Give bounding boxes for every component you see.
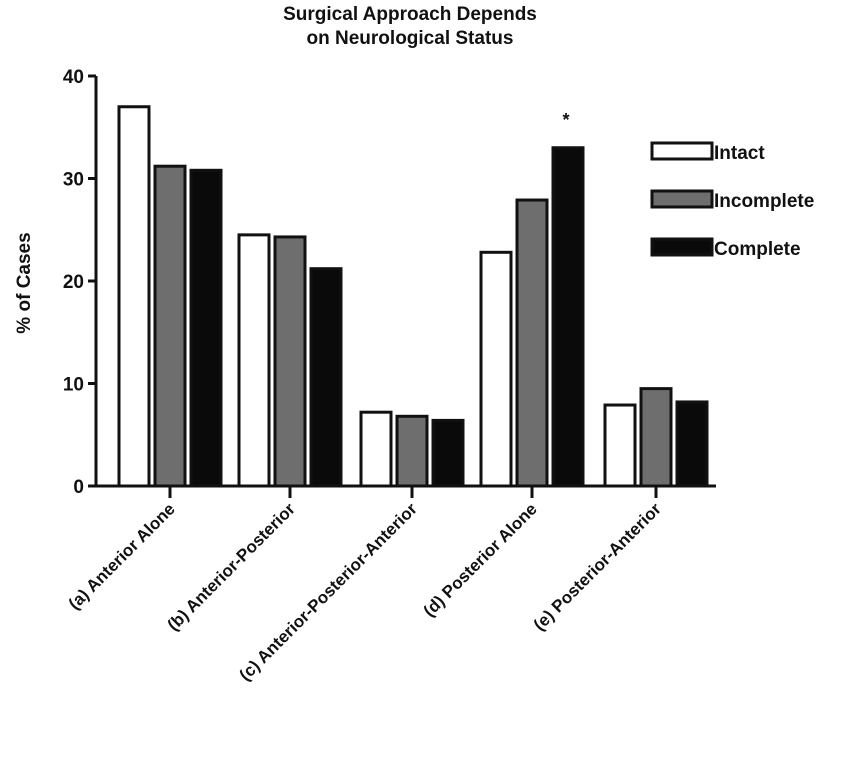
bar-intact-0 — [117, 105, 151, 488]
bar-complete-0 — [189, 168, 223, 488]
y-tick-label: 30 — [63, 170, 84, 191]
bar-incomplete-3 — [515, 198, 549, 488]
legend-label-complete: Complete — [714, 239, 801, 260]
bar-incomplete-0 — [153, 164, 187, 488]
legend-label-intact: Intact — [714, 143, 765, 164]
y-tick-label: 10 — [63, 375, 84, 396]
legend-label-incomplete: Incomplete — [714, 191, 814, 212]
bar-incomplete-4 — [639, 387, 673, 488]
plot-area: 0 10 20 30 40 (a) Anterior Alone(b) Anterior-… — [63, 67, 716, 685]
legend-swatch-incomplete — [650, 189, 714, 209]
legend-swatch-intact — [650, 141, 714, 161]
bar-complete-2 — [431, 418, 465, 488]
y-tick-label: 40 — [63, 67, 84, 88]
bar-incomplete-2 — [395, 414, 429, 488]
bar-intact-2 — [359, 410, 393, 488]
bar-complete-3 — [551, 146, 585, 488]
y-axis-label: % of Cases — [14, 232, 35, 333]
bar-complete-1 — [309, 267, 343, 488]
chart-title-line-2: on Neurological Status — [307, 28, 514, 49]
category-label: (e) Posterior-Anterior — [530, 499, 665, 634]
category-label: (b) Anterior-Posterior — [164, 499, 299, 634]
category-label: (d) Posterior Alone — [420, 499, 541, 620]
bar-intact-4 — [603, 403, 637, 488]
bar-incomplete-1 — [273, 235, 307, 488]
bar-complete-4 — [675, 400, 709, 488]
category-label: (a) Anterior Alone — [65, 499, 179, 613]
significance-asterisk: * — [562, 110, 569, 130]
bar-intact-3 — [479, 250, 513, 488]
y-tick-label: 0 — [73, 477, 84, 498]
chart-title-line-1: Surgical Approach Depends — [283, 4, 537, 25]
legend-swatch-complete — [650, 237, 714, 257]
bar-intact-1 — [237, 233, 271, 488]
y-tick-label: 20 — [63, 272, 84, 293]
legend: Intact Incomplete Complete — [650, 141, 814, 260]
